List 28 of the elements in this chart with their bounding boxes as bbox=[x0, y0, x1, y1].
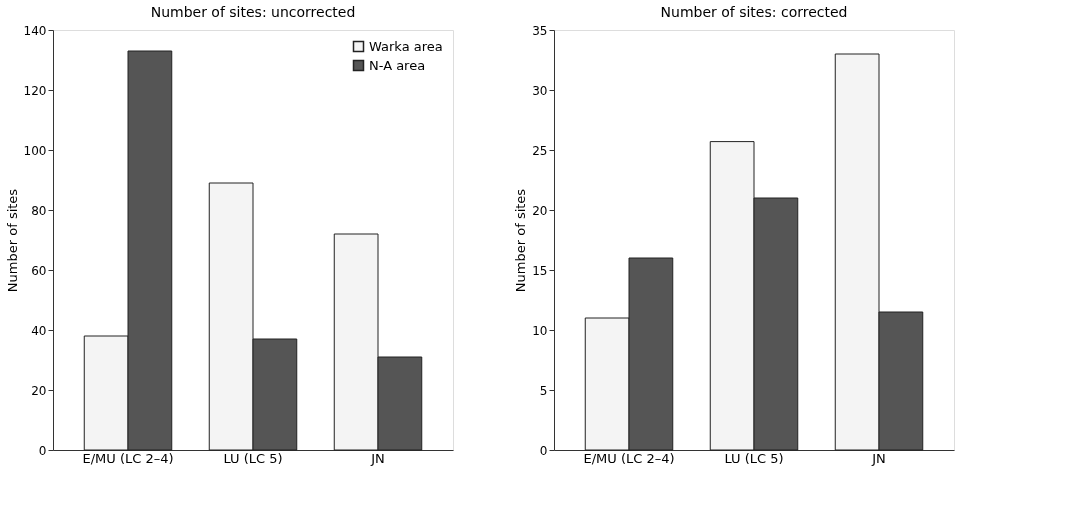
y-tick-label: 20 bbox=[31, 383, 47, 398]
x-tick-label: LU (LC 5) bbox=[223, 450, 283, 466]
y-tick-label: 35 bbox=[532, 23, 548, 38]
y-tick-label: 140 bbox=[23, 23, 47, 38]
y-tick-label: 60 bbox=[31, 263, 47, 278]
y-tick-label: 10 bbox=[532, 323, 548, 338]
x-tick-label: JN bbox=[871, 450, 886, 466]
y-tick-label: 0 bbox=[38, 443, 47, 458]
y-tick-label: 80 bbox=[31, 203, 47, 218]
y-axis-title: Number of sites bbox=[4, 188, 20, 293]
y-tick-label: 5 bbox=[539, 383, 548, 398]
chart-title: Number of sites: uncorrected bbox=[150, 4, 356, 20]
y-tick-label: 120 bbox=[23, 83, 47, 98]
y-axis-title: Number of sites bbox=[513, 188, 529, 293]
y-tick-label: 40 bbox=[31, 323, 47, 338]
y-tick-label: 25 bbox=[532, 143, 548, 158]
y-tick-label: 15 bbox=[532, 263, 548, 278]
chart-title: Number of sites: corrected bbox=[660, 4, 848, 20]
x-tick-label: E/MU (LC 2–4) bbox=[82, 450, 174, 466]
legend-label: Warka area bbox=[369, 38, 443, 54]
y-tick-label: 0 bbox=[539, 443, 548, 458]
y-tick-label: 30 bbox=[532, 83, 548, 98]
legend-label: N-A area bbox=[369, 57, 426, 73]
x-tick-label: LU (LC 5) bbox=[724, 450, 784, 466]
x-tick-label: E/MU (LC 2–4) bbox=[583, 450, 675, 466]
y-tick-label: 100 bbox=[23, 143, 47, 158]
x-tick-label: JN bbox=[370, 450, 385, 466]
y-tick-label: 20 bbox=[532, 203, 548, 218]
